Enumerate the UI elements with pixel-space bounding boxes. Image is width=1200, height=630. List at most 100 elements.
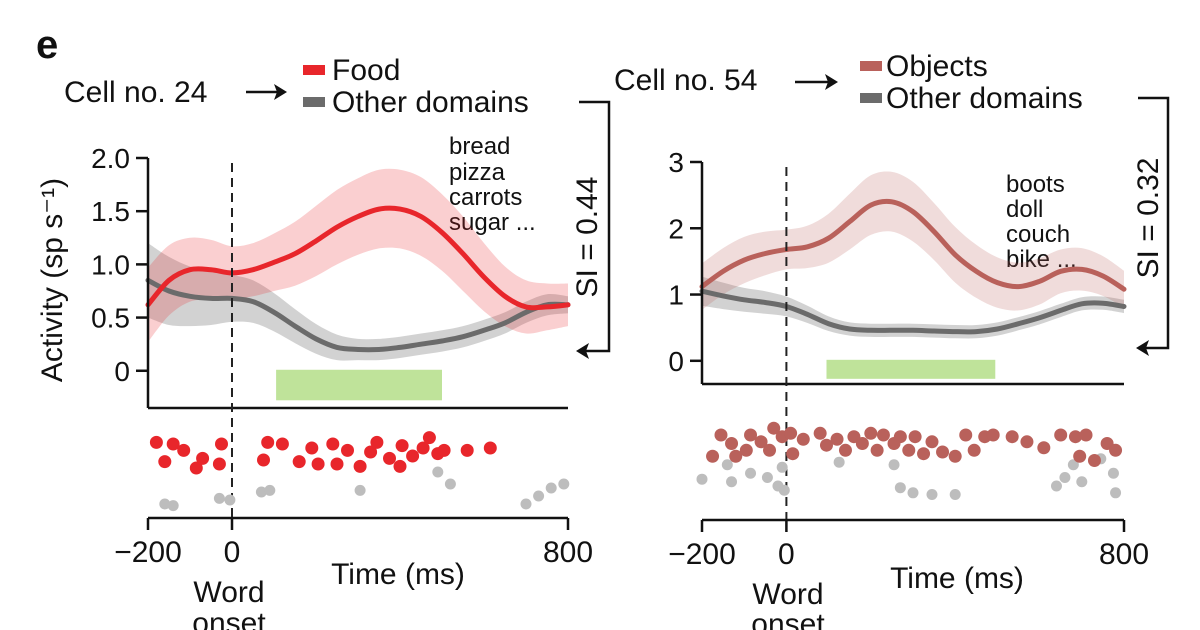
raster-spike-other: [533, 490, 545, 502]
x-tick-label: −200: [114, 536, 182, 569]
raster-spike-target: [261, 435, 275, 449]
raster-spike-other: [167, 500, 179, 512]
legend-label-objects: Objects: [886, 50, 988, 83]
x-tick-label: 0: [778, 538, 795, 571]
si-bracket-line: [1138, 96, 1170, 350]
series-line-target: [145, 205, 571, 311]
raster-spike-target: [341, 443, 354, 457]
raster-spike-target: [763, 443, 777, 457]
raster-spike-target: [917, 447, 931, 461]
selectivity-index-label: SI = 0.32: [1132, 158, 1165, 279]
raster-spike-other: [778, 484, 790, 496]
raster-spike-target: [948, 449, 962, 463]
legend-swatch-target: [860, 61, 882, 71]
raster-spike-other: [213, 492, 225, 504]
selectivity-index-label: SI = 0.44: [571, 177, 604, 298]
x-tick-label: −200: [668, 538, 736, 571]
raster-spike-target: [893, 430, 907, 444]
raster-spike-target: [311, 457, 325, 471]
si-bracket-arrow-head: [1136, 340, 1149, 356]
raster-spike-target: [305, 441, 319, 455]
y-tick-label: 1.5: [91, 196, 130, 227]
raster-spike-other: [354, 484, 366, 496]
raster-spike-target: [353, 459, 367, 473]
raster-spike-target: [196, 451, 210, 465]
y-tick-label: 2.0: [91, 143, 130, 174]
raster-spike-target: [364, 445, 378, 459]
series-line-other-domains: [699, 288, 1127, 335]
raster-spike-target: [870, 443, 884, 457]
raster-spike-other: [696, 473, 708, 485]
raster-spike-target: [1005, 430, 1019, 444]
example-word-3: couch: [1006, 221, 1070, 248]
raster-spike-target: [1020, 435, 1034, 449]
raster-spike-target: [729, 449, 743, 463]
raster-spike-target: [212, 457, 226, 471]
raster-spike-target: [876, 428, 890, 442]
raster-spike-target: [739, 443, 753, 457]
raster-spike-target: [483, 441, 497, 455]
raster-spike-other: [444, 478, 456, 490]
cell-label: Cell no. 54: [614, 64, 757, 97]
chart-panel-cell-24: Cell no. 24 Food Other domains Activity …: [36, 54, 611, 630]
raster-spike-other: [1107, 467, 1119, 479]
raster-spike-other: [833, 456, 845, 468]
raster-spike-target: [149, 435, 163, 449]
response-window-bar: [276, 369, 442, 401]
raster-spike-target: [406, 449, 420, 463]
raster-spike-target: [714, 428, 728, 442]
raster-spike-other: [1059, 472, 1071, 483]
confidence-band-target: [702, 171, 1124, 311]
panel-label: e: [36, 23, 58, 67]
legend-swatch-other-domains: [860, 93, 882, 103]
x-tick-label: 0: [224, 536, 241, 569]
raster-spike-other: [761, 472, 773, 483]
si-bracket-line: [579, 100, 611, 353]
raster-spike-target: [215, 437, 228, 451]
word-onset-label-line2: onset: [751, 608, 825, 630]
raster-spike-target: [257, 453, 270, 467]
y-axis-label: Activity (sp s⁻¹): [36, 178, 69, 382]
raster-spike-target: [813, 426, 827, 440]
raster-spike-target: [370, 435, 384, 449]
raster-spike-other: [726, 476, 738, 488]
raster-spike-other: [745, 467, 757, 479]
raster-spike-target: [393, 459, 407, 473]
raster-spike-other: [545, 482, 557, 494]
example-word-1: bread: [449, 133, 510, 160]
raster-spike-other: [926, 489, 938, 500]
raster-spike-target: [796, 432, 810, 446]
example-word-2: doll: [1006, 196, 1043, 223]
raster-spike-target: [754, 435, 768, 449]
raster-spike-other: [558, 478, 570, 490]
raster-spike-target: [326, 437, 340, 451]
raster-spike-other: [432, 466, 444, 478]
raster-spike-other: [949, 489, 961, 500]
raster-spike-other: [1067, 459, 1079, 471]
raster-spike-target: [725, 437, 739, 450]
y-tick-label: 0: [114, 356, 130, 387]
chart-panel-cell-54: Cell no. 54 Objects Other domains Time (…: [614, 50, 1170, 630]
raster-spike-other: [224, 494, 236, 506]
raster-spike-target: [437, 443, 451, 457]
raster-spike-target: [936, 445, 950, 459]
y-tick-label: 0.5: [91, 303, 130, 334]
raster-spike-target: [706, 449, 720, 463]
x-axis-label: Time (ms): [331, 558, 465, 591]
raster-spike-target: [1073, 449, 1087, 463]
example-word-3: carrots: [449, 184, 522, 211]
cell-label: Cell no. 24: [64, 76, 207, 109]
raster-spike-target: [460, 443, 474, 457]
raster-spike-target: [1109, 443, 1123, 457]
series-line-other-domains: [145, 277, 571, 353]
raster-spike-other: [159, 498, 171, 510]
raster-spike-target: [819, 438, 833, 452]
word-onset-label-line1: Word: [193, 576, 264, 609]
raster-spike-target: [1054, 428, 1068, 442]
raster-spike-target: [986, 428, 1000, 442]
legend-swatch-target: [303, 65, 325, 75]
confidence-band-other-domains: [148, 243, 568, 361]
word-onset-label-line2: onset: [192, 607, 266, 630]
raster-spike-target: [275, 437, 289, 451]
raster-spike-target: [767, 421, 781, 435]
